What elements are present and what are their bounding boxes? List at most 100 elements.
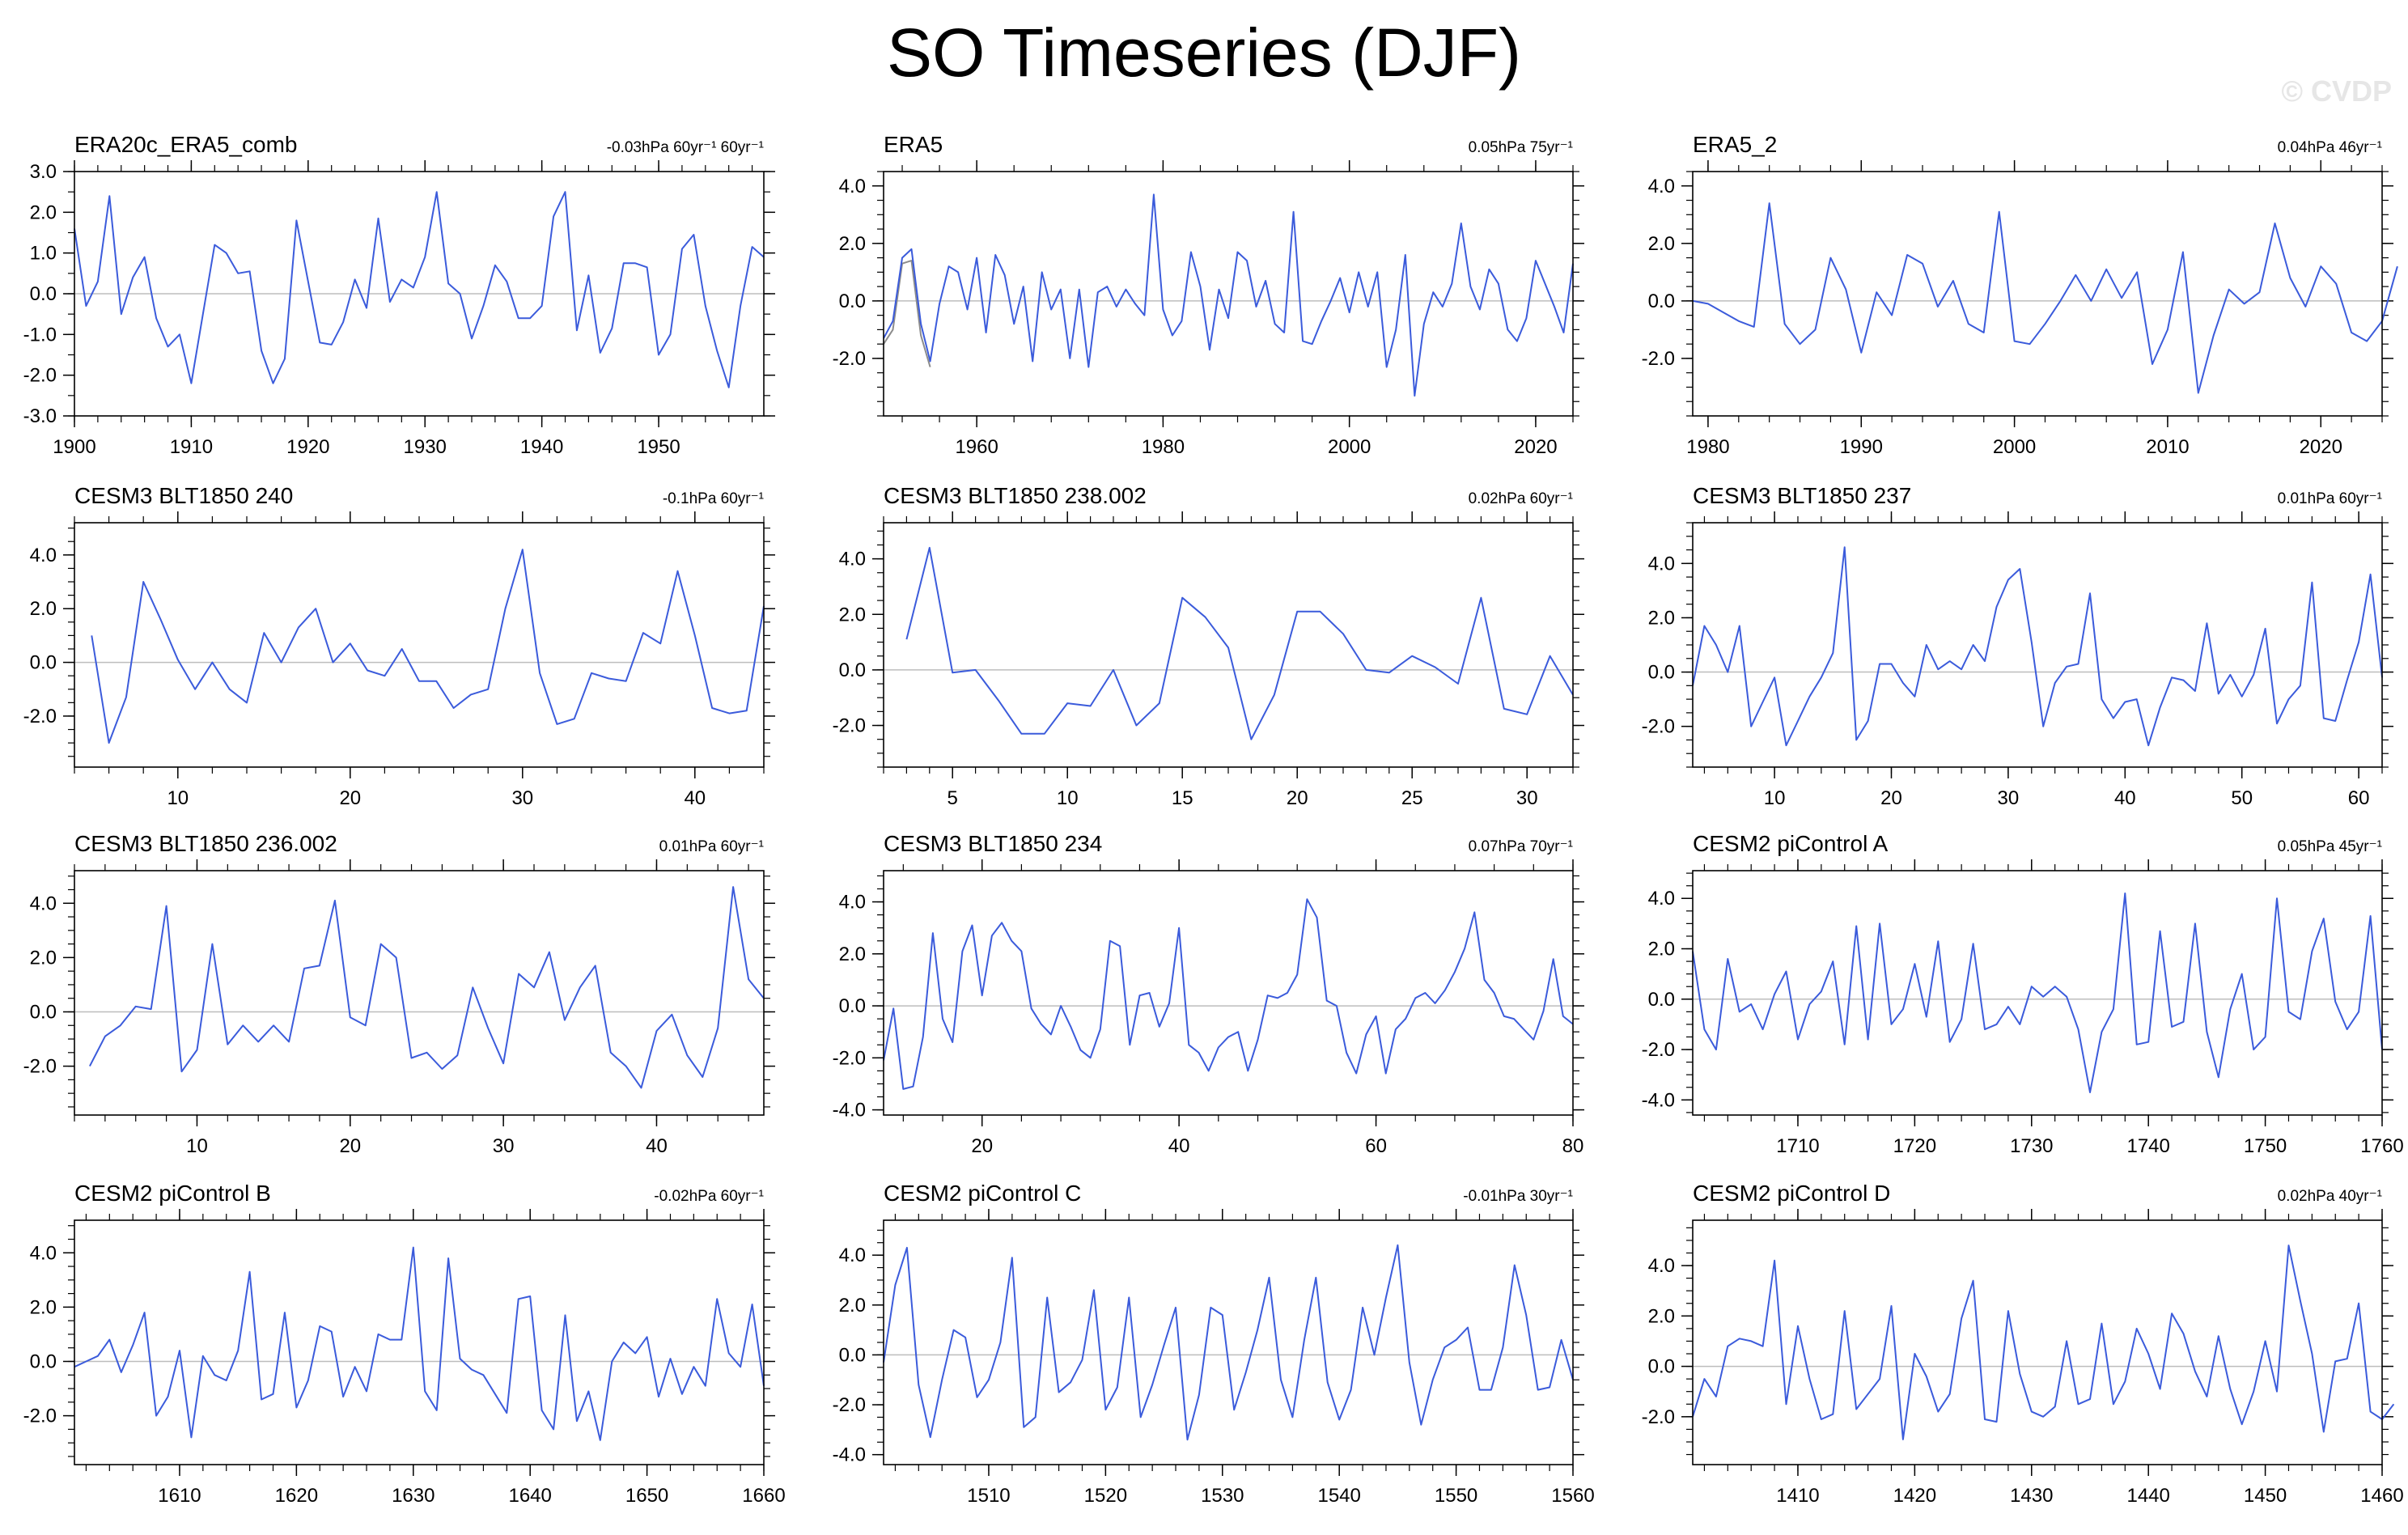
y-tick-label: -2.0 [23, 1406, 57, 1427]
panel-trend: 0.02hPa 60yr⁻¹ [1469, 490, 1573, 507]
y-tick-label: 0.0 [839, 659, 866, 681]
x-tick-label: 5 [948, 787, 958, 809]
y-tick-label: 2.0 [839, 943, 866, 965]
y-tick-label: -2.0 [1642, 1039, 1675, 1061]
y-tick-label: 2.0 [1648, 1305, 1675, 1327]
x-tick-label: 1940 [520, 436, 563, 458]
panel-10: CESM2 piControl B -0.02hPa 60yr⁻¹ 1610 1620… [23, 1181, 786, 1507]
figure-title: SO Timeseries (DJF) [886, 15, 1522, 91]
y-tick-label: 0.0 [1648, 662, 1675, 684]
x-tick-label: 40 [2114, 787, 2136, 809]
y-tick-label: 4.0 [1648, 1255, 1675, 1277]
x-tick-label: 1420 [1893, 1485, 1936, 1507]
x-tick-label: 1410 [1776, 1485, 1819, 1507]
y-tick-label: 0.0 [30, 1001, 57, 1023]
x-tick-label: 25 [1401, 787, 1423, 809]
series-line [883, 898, 1574, 1090]
plot-frame [883, 1219, 1574, 1465]
x-tick-label: 60 [2348, 787, 2370, 809]
panel-12: CESM2 piControl D 0.02hPa 40yr⁻¹ 1410 1420 1… [1642, 1181, 2404, 1507]
x-tick-label: 1450 [2244, 1485, 2287, 1507]
plot-frame [883, 522, 1574, 768]
x-tick-label: 2000 [1993, 436, 2036, 458]
y-tick-label: 4.0 [839, 892, 866, 914]
plot-frame [74, 1219, 765, 1465]
y-tick-label: 2.0 [30, 201, 57, 223]
plot-frame [883, 870, 1574, 1116]
panel-trend: -0.01hPa 30yr⁻¹ [1463, 1188, 1573, 1205]
y-tick-label: 4.0 [1648, 888, 1675, 910]
panel-trend: 0.05hPa 75yr⁻¹ [1469, 139, 1573, 156]
x-tick-label: 20 [339, 787, 361, 809]
panel-title: CESM2 piControl B [74, 1181, 271, 1206]
x-tick-label: 10 [186, 1135, 208, 1157]
x-tick-label: 1930 [404, 436, 447, 458]
series-line [1692, 546, 2383, 747]
x-tick-label: 1520 [1084, 1485, 1127, 1507]
x-tick-label: 20 [971, 1135, 993, 1157]
panel-title: ERA5 [884, 132, 943, 157]
panel-title: CESM3 BLT1850 240 [74, 483, 293, 508]
y-tick-label: -2.0 [23, 365, 57, 387]
y-tick-label: 2.0 [839, 604, 866, 625]
x-tick-label: 1950 [637, 436, 680, 458]
series-line [74, 1246, 765, 1441]
series-line [883, 1244, 1574, 1441]
y-tick-label: -4.0 [833, 1444, 866, 1466]
x-tick-label: 10 [1764, 787, 1786, 809]
x-tick-label: 20 [1287, 787, 1308, 809]
plot-frame [1692, 522, 2383, 768]
panel-trend: 0.01hPa 60yr⁻¹ [659, 838, 764, 855]
panel-title: CESM3 BLT1850 236.002 [74, 831, 337, 856]
x-tick-label: 30 [1516, 787, 1538, 809]
x-tick-label: 30 [511, 787, 533, 809]
y-tick-label: -2.0 [23, 1056, 57, 1078]
panel-title: CESM2 piControl C [884, 1181, 1081, 1206]
y-tick-label: -1.0 [23, 324, 57, 346]
x-tick-label: 1640 [508, 1485, 551, 1507]
panel-title: CESM3 BLT1850 234 [884, 831, 1102, 856]
y-tick-label: 0.0 [30, 652, 57, 674]
y-tick-label: 4.0 [839, 549, 866, 570]
y-tick-label: 2.0 [30, 947, 57, 969]
panel-trend: 0.07hPa 70yr⁻¹ [1469, 838, 1573, 855]
panel-trend: -0.1hPa 60yr⁻¹ [663, 490, 764, 507]
x-tick-label: 50 [2231, 787, 2253, 809]
y-tick-label: 0.0 [30, 283, 57, 305]
plot-frame [1692, 870, 2383, 1116]
x-tick-label: 1540 [1317, 1485, 1360, 1507]
x-tick-label: 20 [339, 1135, 361, 1157]
y-tick-label: 0.0 [839, 1344, 866, 1366]
x-tick-label: 2020 [1514, 436, 1557, 458]
y-tick-label: 4.0 [30, 1242, 57, 1264]
series-line [1692, 893, 2383, 1093]
series-line [1692, 202, 2398, 394]
x-tick-label: 40 [646, 1135, 668, 1157]
y-tick-label: 4.0 [839, 1245, 866, 1266]
y-tick-label: -3.0 [23, 405, 57, 427]
panel-1: ERA20c_ERA5_comb -0.03hPa 60yr⁻¹ 60yr⁻¹ 19… [23, 132, 775, 458]
y-tick-label: 2.0 [30, 1296, 57, 1318]
y-tick-label: -2.0 [1642, 348, 1675, 370]
x-tick-label: 1460 [2360, 1485, 2403, 1507]
y-tick-label: -2.0 [23, 706, 57, 727]
y-tick-label: 0.0 [839, 995, 866, 1017]
panel-trend: -0.03hPa 60yr⁻¹ 60yr⁻¹ [607, 139, 764, 156]
x-tick-label: 1510 [967, 1485, 1010, 1507]
x-tick-label: 10 [167, 787, 189, 809]
plot-frame [74, 171, 765, 417]
x-tick-label: 15 [1172, 787, 1193, 809]
series-line [91, 549, 765, 744]
panel-title: ERA5_2 [1693, 132, 1777, 157]
x-tick-label: 10 [1057, 787, 1079, 809]
series-line [89, 886, 765, 1089]
y-tick-label: 2.0 [839, 233, 866, 255]
panel-trend: -0.02hPa 60yr⁻¹ [654, 1188, 764, 1205]
panel-title: CESM3 BLT1850 238.002 [884, 483, 1147, 508]
x-tick-label: 30 [493, 1135, 515, 1157]
y-tick-label: 1.0 [30, 243, 57, 265]
y-tick-label: 3.0 [30, 161, 57, 183]
y-tick-label: 0.0 [1648, 989, 1675, 1011]
y-tick-label: -4.0 [1642, 1089, 1675, 1111]
x-tick-label: 30 [1998, 787, 2020, 809]
